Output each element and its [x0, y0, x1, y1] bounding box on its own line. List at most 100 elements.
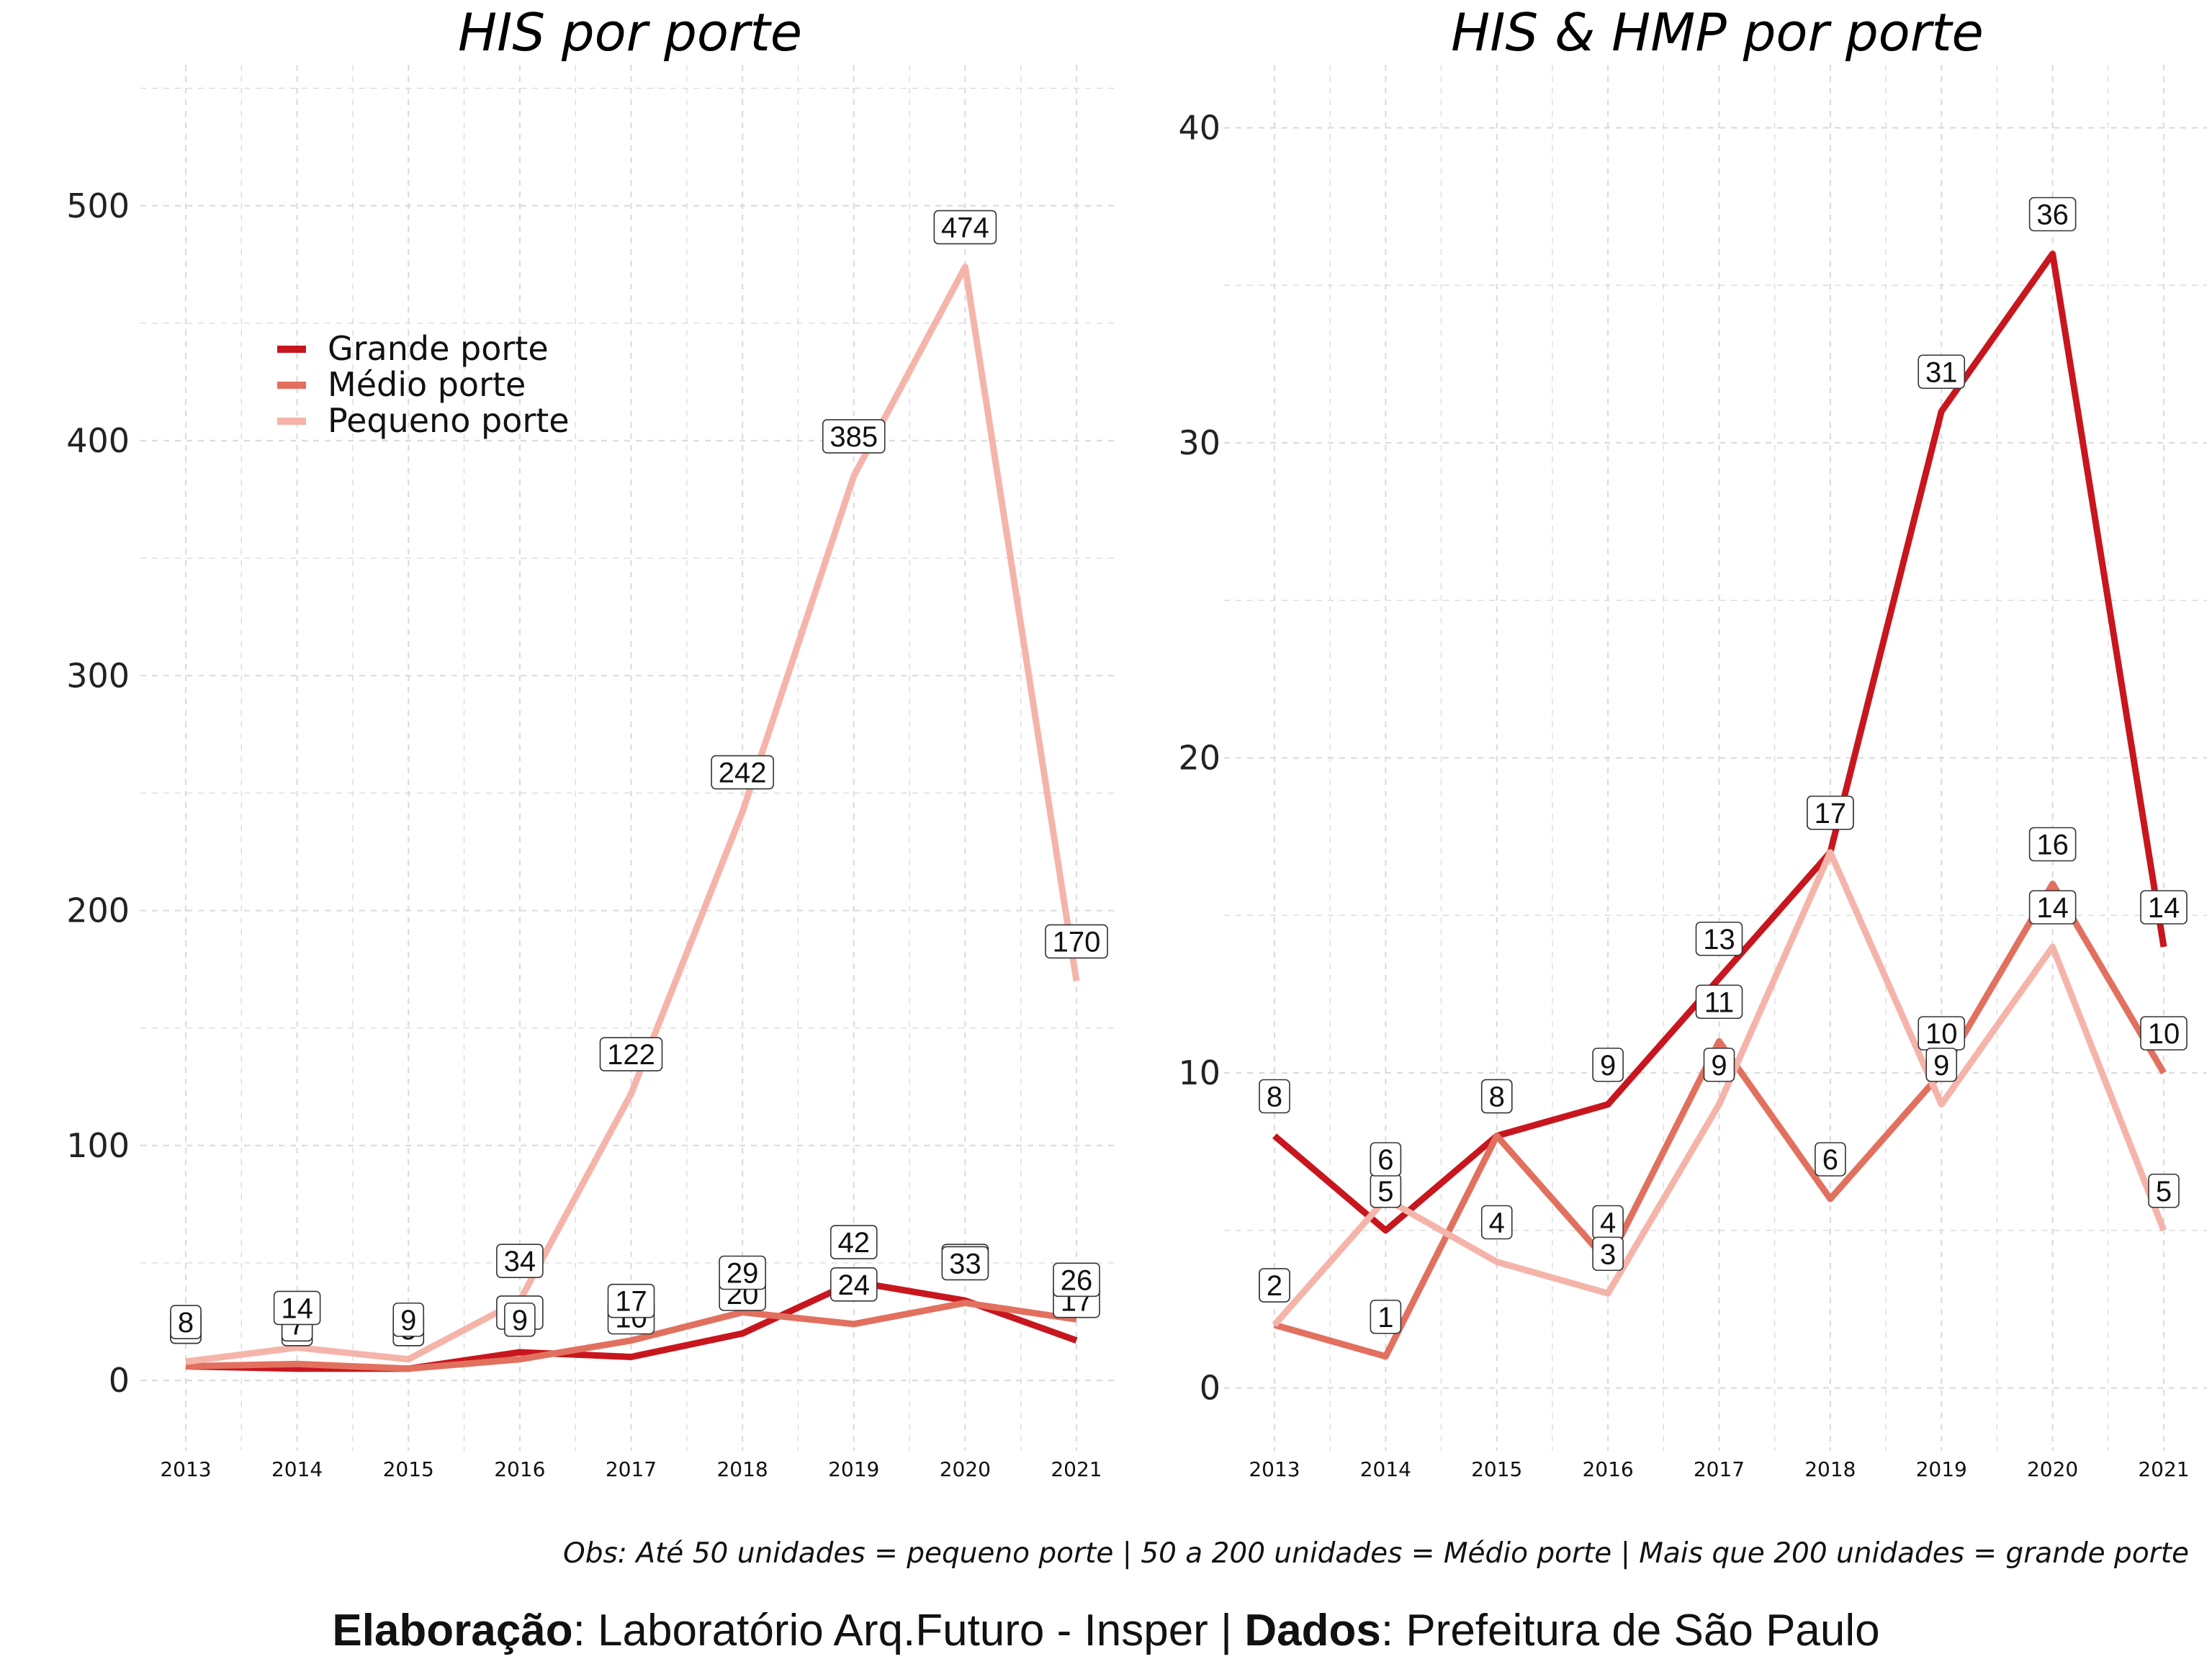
data-label-pequeno: 14 [273, 1290, 321, 1326]
data-label-text: 1 [1377, 1302, 1393, 1334]
data-label-pequeno: 122 [599, 1037, 663, 1071]
data-label-box [830, 1225, 878, 1259]
data-label-box [1045, 924, 1108, 959]
x-tick-label: 2016 [1582, 1457, 1633, 1481]
data-label-text: 385 [830, 421, 878, 453]
y-tick-label: 0 [109, 1361, 130, 1400]
lines-left [185, 264, 1080, 1372]
panel-title-his: HIS por porte [458, 2, 802, 63]
x-tick-label: 2013 [1249, 1457, 1300, 1481]
data-label-medio: 1 [1370, 1299, 1402, 1334]
data-label-pequeno: 242 [711, 755, 774, 790]
data-label-box [1917, 354, 1966, 390]
data-label-box [496, 1244, 544, 1278]
legend-label-medio: Médio porte [328, 365, 526, 404]
y-axis-right: 0 10 20 30 40 [1178, 109, 1220, 1408]
x-tick-label: 2014 [271, 1457, 323, 1481]
data-label-box [1370, 1142, 1402, 1177]
y-tick-label: 30 [1178, 423, 1220, 462]
data-label-medio: 6 [1815, 1142, 1846, 1177]
data-label-medio: 29 [719, 1255, 766, 1290]
data-label-text: 42 [838, 1227, 871, 1259]
data-label-text: 4 [1489, 1208, 1505, 1239]
data-label-box [607, 1283, 655, 1318]
data-label-text: 31 [1925, 356, 1958, 388]
data-label-text: 24 [838, 1269, 871, 1301]
data-label-medio: 16 [2028, 827, 2077, 862]
y-tick-label: 400 [66, 421, 130, 460]
labels-left: 6551210204234176759172924332681493412224… [170, 210, 1108, 1346]
data-label-text: 9 [400, 1305, 416, 1336]
data-label-medio: 11 [1695, 984, 1743, 1020]
data-label-medio: 9 [504, 1302, 536, 1337]
x-tick-label: 2017 [606, 1457, 657, 1481]
data-label-text: 474 [941, 212, 989, 244]
x-tick-label: 2016 [494, 1457, 545, 1481]
data-label-box [1695, 921, 1743, 956]
data-label-pequeno: 17 [1807, 795, 1854, 830]
data-label-box [1370, 1299, 1402, 1334]
data-label-box [2028, 827, 2077, 862]
data-label-box [1259, 1079, 1290, 1114]
data-label-text: 3 [1600, 1238, 1616, 1270]
data-label-box [599, 1037, 663, 1071]
x-tick-label: 2013 [160, 1457, 211, 1481]
data-label-text: 26 [1061, 1264, 1093, 1296]
data-label-text: 13 [1703, 924, 1735, 956]
data-label-medio: 4 [1592, 1205, 1624, 1240]
data-label-text: 10 [1925, 1018, 1958, 1050]
data-label-grande: 31 [1917, 354, 1966, 390]
credit-line: Elaboração: Laboratório Arq.Futuro - Ins… [332, 1606, 1879, 1655]
x-tick-label: 2018 [716, 1457, 768, 1481]
data-label-text: 9 [512, 1305, 528, 1336]
data-label-box [2028, 890, 2077, 925]
labels-right: 85891317313614218411610161026439179145 [1259, 197, 2188, 1334]
data-label-text: 17 [1815, 798, 1847, 830]
x-tick-label: 2015 [383, 1457, 434, 1481]
data-label-text: 34 [504, 1246, 536, 1277]
x-tick-label: 2017 [1694, 1457, 1745, 1481]
data-label-box [504, 1302, 536, 1337]
data-label-box [2140, 890, 2188, 925]
data-label-text: 11 [1704, 986, 1735, 1018]
data-label-text: 8 [1267, 1082, 1282, 1113]
data-label-text: 4 [1600, 1208, 1616, 1239]
data-label-box [822, 419, 886, 454]
data-label-text: 14 [281, 1292, 313, 1324]
y-tick-label: 40 [1178, 109, 1220, 148]
data-label-text: 9 [1711, 1050, 1727, 1082]
data-label-text: 6 [1822, 1144, 1838, 1176]
data-label-box [933, 210, 997, 245]
data-label-pequeno: 3 [1592, 1236, 1624, 1272]
data-label-pequeno: 2 [1259, 1268, 1290, 1303]
data-label-box [1480, 1079, 1513, 1114]
data-label-box [1259, 1268, 1290, 1303]
data-label-text: 6 [1377, 1144, 1393, 1176]
data-label-pequeno: 9 [392, 1302, 425, 1337]
data-label-box [2148, 1173, 2180, 1208]
footnote: Obs: Até 50 unidades = pequeno porte | 5… [563, 1537, 2189, 1570]
y-tick-label: 0 [1200, 1369, 1220, 1408]
data-label-grande: 42 [830, 1225, 878, 1259]
data-label-text: 122 [607, 1039, 655, 1071]
data-label-text: 242 [719, 757, 767, 789]
data-label-text: 14 [2036, 892, 2069, 924]
data-label-pequeno: 5 [2148, 1173, 2180, 1208]
data-label-text: 8 [1489, 1082, 1505, 1113]
data-label-grande: 9 [1592, 1047, 1624, 1082]
data-label-text: 2 [1267, 1270, 1282, 1302]
data-label-box [1592, 1047, 1624, 1082]
data-label-box [830, 1267, 878, 1302]
x-tick-label: 2019 [828, 1457, 879, 1481]
series-line-grande [1272, 251, 2167, 1234]
data-label-text: 36 [2036, 199, 2069, 231]
y-tick-label: 20 [1178, 739, 1220, 778]
data-label-box [1053, 1262, 1100, 1298]
y-axis-left: 0 100 200 300 400 500 [66, 186, 130, 1400]
series-line-medio [1273, 881, 2167, 1360]
data-label-box [392, 1302, 425, 1337]
data-label-box [2140, 1016, 2188, 1051]
y-tick-label: 10 [1178, 1053, 1220, 1092]
data-label-medio: 33 [941, 1246, 989, 1281]
